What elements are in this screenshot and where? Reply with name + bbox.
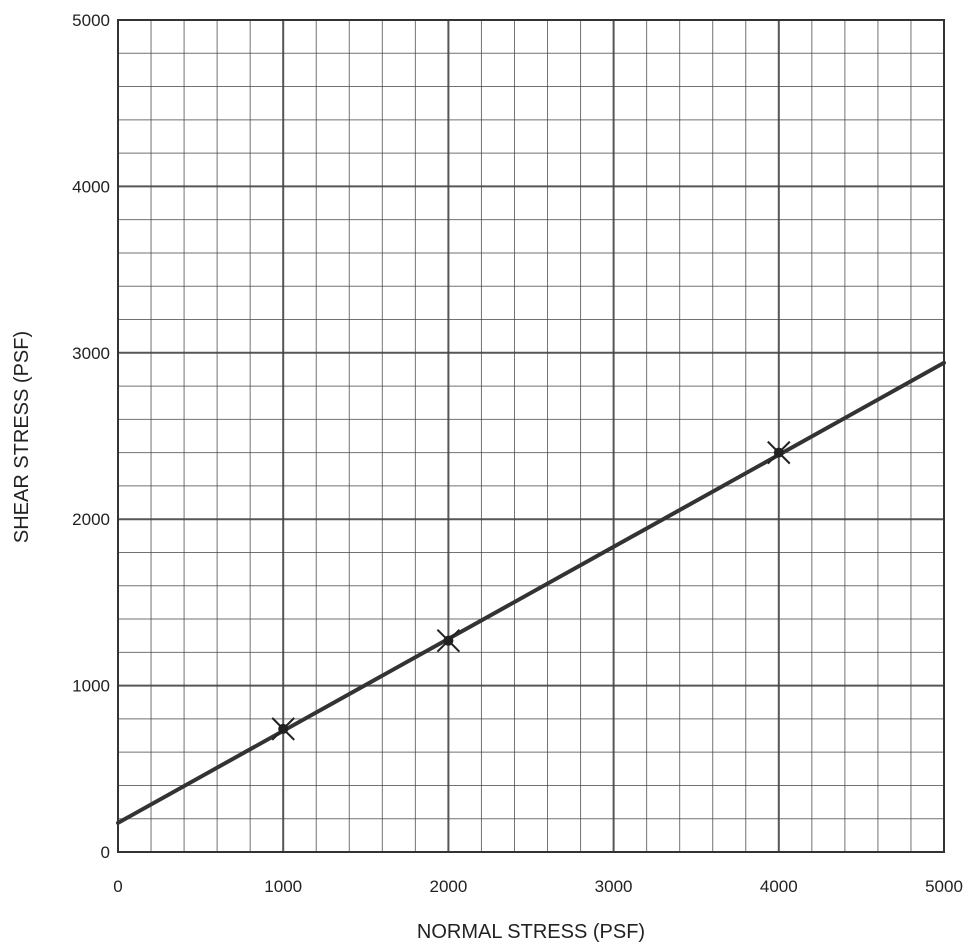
marker-dot xyxy=(443,635,454,646)
y-tick-label: 1000 xyxy=(72,677,110,696)
fit-line-group xyxy=(116,360,946,825)
data-points xyxy=(271,440,791,741)
y-tick-label: 5000 xyxy=(72,11,110,30)
plot-frame xyxy=(117,19,945,853)
minor-grid xyxy=(118,20,944,852)
y-tick-label: 4000 xyxy=(72,177,110,196)
x-tick-label: 2000 xyxy=(429,877,467,896)
data-point-marker xyxy=(271,717,295,741)
y-tick-label: 3000 xyxy=(72,344,110,363)
major-grid xyxy=(117,19,945,853)
x-axis-title: NORMAL STRESS (PSF) xyxy=(417,921,645,943)
data-point-marker xyxy=(436,628,461,653)
y-tick-label: 0 xyxy=(101,843,110,862)
best-fit-line xyxy=(116,360,946,825)
x-tick-label: 3000 xyxy=(595,877,633,896)
x-tick-label: 0 xyxy=(113,877,122,896)
plot-border xyxy=(117,19,945,853)
y-axis-ticks: 0 1000 2000 3000 4000 5000 xyxy=(72,11,110,862)
x-tick-label: 5000 xyxy=(925,877,963,896)
y-tick-label: 2000 xyxy=(72,510,110,529)
x-tick-label: 4000 xyxy=(760,877,798,896)
y-axis-title: SHEAR STRESS (PSF) xyxy=(11,331,33,543)
data-point-marker xyxy=(767,440,791,465)
marker-dot xyxy=(278,723,289,734)
marker-dot xyxy=(773,447,784,458)
x-tick-label: 1000 xyxy=(264,877,302,896)
x-axis-ticks: 0 1000 2000 3000 4000 5000 xyxy=(113,877,963,896)
